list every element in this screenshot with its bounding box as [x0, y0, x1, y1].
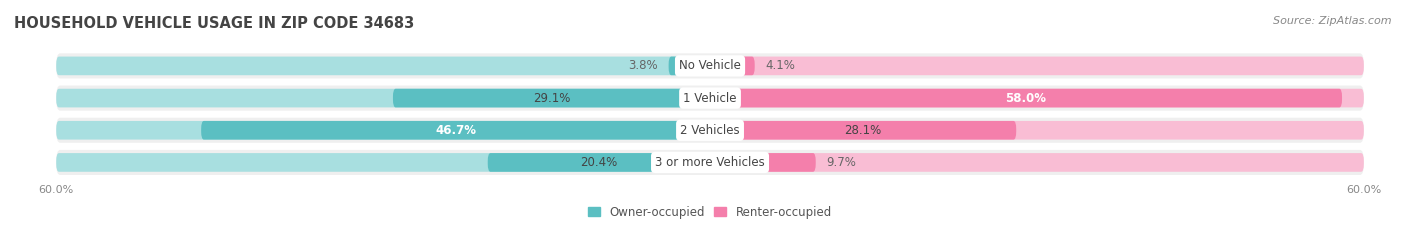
FancyBboxPatch shape	[710, 121, 1017, 140]
FancyBboxPatch shape	[392, 89, 710, 107]
FancyBboxPatch shape	[56, 150, 1364, 175]
FancyBboxPatch shape	[710, 89, 1364, 107]
Text: Source: ZipAtlas.com: Source: ZipAtlas.com	[1274, 16, 1392, 26]
FancyBboxPatch shape	[710, 153, 815, 172]
Text: 9.7%: 9.7%	[827, 156, 856, 169]
FancyBboxPatch shape	[710, 89, 1343, 107]
FancyBboxPatch shape	[56, 121, 710, 140]
FancyBboxPatch shape	[56, 53, 1364, 79]
Text: 29.1%: 29.1%	[533, 92, 571, 105]
Text: 1 Vehicle: 1 Vehicle	[683, 92, 737, 105]
Text: 3 or more Vehicles: 3 or more Vehicles	[655, 156, 765, 169]
Text: 46.7%: 46.7%	[434, 124, 477, 137]
FancyBboxPatch shape	[56, 89, 710, 107]
FancyBboxPatch shape	[56, 86, 1364, 111]
Text: 4.1%: 4.1%	[766, 59, 796, 72]
Text: 20.4%: 20.4%	[581, 156, 617, 169]
FancyBboxPatch shape	[710, 153, 1364, 172]
FancyBboxPatch shape	[710, 121, 1364, 140]
Text: 58.0%: 58.0%	[1005, 92, 1046, 105]
FancyBboxPatch shape	[56, 57, 710, 75]
FancyBboxPatch shape	[710, 57, 1364, 75]
Legend: Owner-occupied, Renter-occupied: Owner-occupied, Renter-occupied	[588, 206, 832, 219]
FancyBboxPatch shape	[669, 57, 710, 75]
Text: 2 Vehicles: 2 Vehicles	[681, 124, 740, 137]
FancyBboxPatch shape	[488, 153, 710, 172]
FancyBboxPatch shape	[56, 118, 1364, 143]
Text: 28.1%: 28.1%	[845, 124, 882, 137]
Text: HOUSEHOLD VEHICLE USAGE IN ZIP CODE 34683: HOUSEHOLD VEHICLE USAGE IN ZIP CODE 3468…	[14, 16, 415, 31]
FancyBboxPatch shape	[710, 57, 755, 75]
Text: 3.8%: 3.8%	[628, 59, 658, 72]
Text: No Vehicle: No Vehicle	[679, 59, 741, 72]
FancyBboxPatch shape	[56, 153, 710, 172]
FancyBboxPatch shape	[201, 121, 710, 140]
